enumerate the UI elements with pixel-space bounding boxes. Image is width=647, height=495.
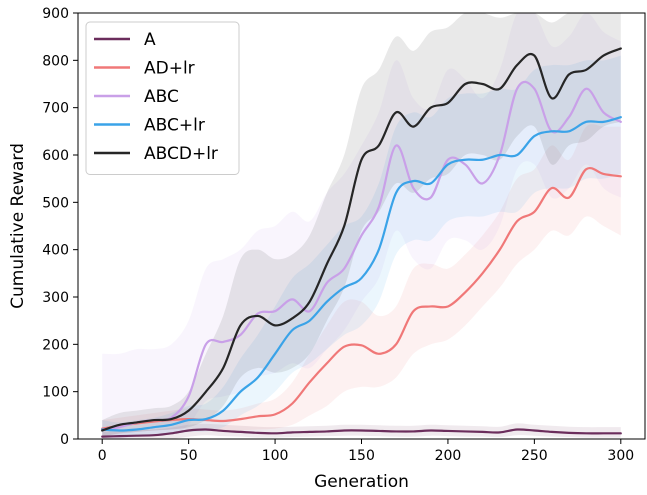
band-ad-lr bbox=[102, 124, 621, 437]
band-abcd-lr bbox=[102, 13, 621, 437]
y-tick-label: 0 bbox=[60, 432, 69, 448]
x-tick-label: 50 bbox=[180, 448, 198, 464]
line-a bbox=[101, 428, 622, 438]
line-abc bbox=[101, 80, 622, 431]
legend: A AD+lr ABC ABC+lr ABCD+lr bbox=[85, 21, 240, 175]
x-axis-label: Generation bbox=[314, 472, 409, 491]
x-tick-label: 0 bbox=[98, 448, 107, 464]
y-tick-label: 900 bbox=[42, 6, 69, 22]
x-tick-label: 200 bbox=[435, 448, 462, 464]
line-abcd-lr bbox=[101, 47, 622, 432]
x-tick-label: 100 bbox=[262, 448, 289, 464]
y-tick-label: 700 bbox=[42, 101, 69, 117]
x-tick-label: 150 bbox=[348, 448, 375, 464]
line-abc-lr bbox=[101, 116, 622, 432]
series-lines bbox=[101, 47, 622, 438]
legend-label: ABC+lr bbox=[144, 116, 205, 136]
y-tick-label: 500 bbox=[42, 195, 69, 211]
y-tick-label: 400 bbox=[42, 243, 69, 259]
y-tick-label: 200 bbox=[42, 337, 69, 353]
y-tick-label: 300 bbox=[42, 290, 69, 306]
band-abc bbox=[102, 13, 621, 439]
y-axis-label: Cumulative Reward bbox=[8, 143, 28, 309]
y-tick-label: 800 bbox=[42, 53, 69, 69]
band-abc-lr bbox=[102, 55, 621, 437]
y-tick-label: 100 bbox=[42, 385, 69, 401]
y-tick-label: 600 bbox=[42, 148, 69, 164]
x-tick-label: 300 bbox=[607, 448, 634, 464]
confidence-bands bbox=[102, 13, 621, 439]
legend-label: ABCD+lr bbox=[144, 144, 218, 164]
legend-label: AD+lr bbox=[144, 59, 195, 79]
axes: 0 50 100 150 200 250 300 0 100 200 300 400 500 600 700… bbox=[8, 6, 646, 492]
x-tick-label: 250 bbox=[521, 448, 548, 464]
legend-box bbox=[85, 21, 240, 175]
legend-label: ABC bbox=[144, 87, 179, 107]
legend-label: A bbox=[144, 30, 156, 50]
